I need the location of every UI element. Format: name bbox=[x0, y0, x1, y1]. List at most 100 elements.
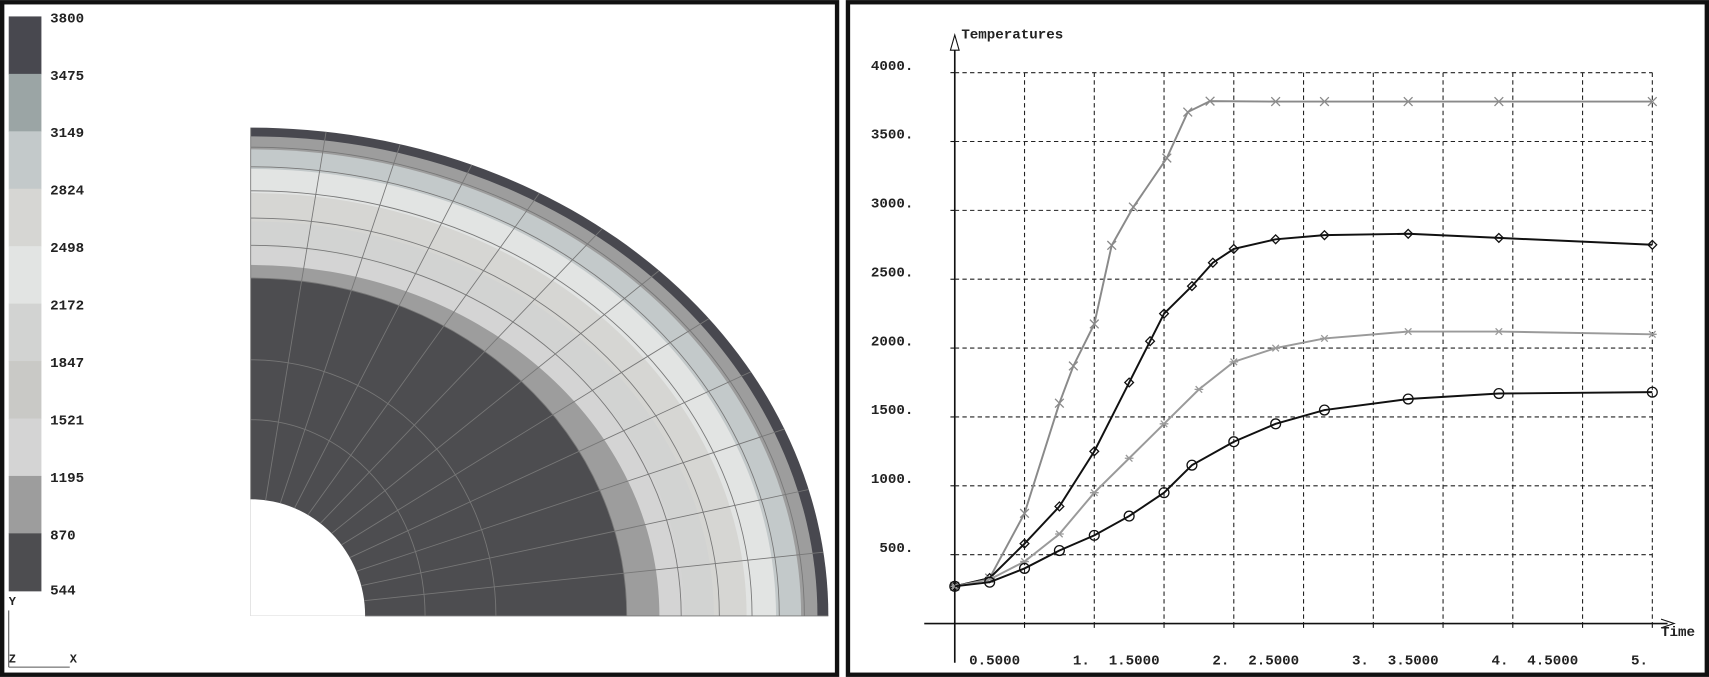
colorbar-label: 3149 bbox=[50, 126, 84, 142]
marker bbox=[1647, 330, 1657, 339]
mesh-line bbox=[307, 192, 540, 516]
marker bbox=[1053, 544, 1065, 557]
colorbar-label: 2172 bbox=[50, 299, 84, 315]
x-tick-label: 2. bbox=[1212, 653, 1229, 669]
x-axis-label: Time bbox=[1661, 625, 1695, 641]
marker bbox=[1054, 501, 1065, 512]
series-line bbox=[954, 330, 1653, 588]
colorbar-band bbox=[8, 533, 42, 592]
marker bbox=[1182, 107, 1193, 117]
marker bbox=[1228, 436, 1240, 448]
mesh-line bbox=[265, 131, 327, 501]
marker bbox=[1402, 228, 1414, 240]
y-axis-arrow bbox=[949, 32, 960, 51]
mesh-line bbox=[320, 228, 603, 524]
marker bbox=[1054, 398, 1065, 408]
y-tick-label: 500. bbox=[879, 541, 913, 557]
marker bbox=[1186, 280, 1198, 292]
marker bbox=[1159, 420, 1169, 428]
marker bbox=[1646, 386, 1658, 398]
mesh-line bbox=[364, 551, 824, 602]
marker bbox=[1403, 327, 1413, 336]
marker bbox=[1019, 538, 1030, 549]
marker bbox=[1018, 562, 1031, 574]
mesh-arc bbox=[250, 244, 682, 616]
marker bbox=[1228, 243, 1240, 255]
marker bbox=[1205, 96, 1215, 106]
mesh-line bbox=[356, 428, 785, 572]
marker bbox=[1402, 393, 1414, 405]
colorbar-label: 544 bbox=[50, 584, 76, 600]
marker bbox=[1494, 96, 1504, 107]
marker bbox=[1158, 308, 1170, 319]
hole bbox=[250, 499, 366, 616]
marker bbox=[1158, 487, 1170, 499]
marker bbox=[1493, 232, 1505, 244]
marker bbox=[1088, 529, 1100, 541]
x-tick-label: 3. bbox=[1352, 653, 1369, 669]
y-tick-label: 3000. bbox=[871, 197, 913, 213]
y-tick-label: 1500. bbox=[871, 403, 913, 419]
colorbar-band bbox=[8, 16, 42, 75]
colorbar-label: 870 bbox=[50, 528, 76, 544]
marker bbox=[1144, 335, 1156, 347]
marker bbox=[1229, 358, 1239, 366]
triad-label: Z bbox=[9, 653, 16, 667]
mesh-arc bbox=[250, 217, 720, 616]
colorbar-band bbox=[8, 303, 42, 362]
marker bbox=[1123, 510, 1135, 522]
contour-plot: 3800 3475 3149 2824 2498 2172 1847 1521 1195 870 5… bbox=[8, 11, 829, 617]
marker bbox=[1194, 385, 1204, 394]
marker bbox=[1089, 488, 1099, 497]
marker bbox=[1320, 334, 1329, 343]
marker bbox=[1319, 229, 1330, 241]
marker bbox=[949, 580, 961, 592]
mesh-arc bbox=[250, 419, 426, 616]
x-tick-label: 1. bbox=[1073, 653, 1090, 669]
colorbar-band bbox=[8, 475, 42, 534]
right-panel bbox=[845, 0, 1709, 677]
marker bbox=[1186, 459, 1198, 471]
colorbar-band bbox=[8, 246, 42, 305]
marker bbox=[1494, 327, 1504, 336]
colorbar-band bbox=[8, 418, 42, 477]
marker bbox=[1162, 153, 1172, 163]
y-tick-label: 2500. bbox=[871, 265, 913, 281]
x-tick-label: 4.5000 bbox=[1527, 653, 1578, 669]
y-axis-label: Temperatures bbox=[961, 28, 1063, 44]
x-tick-label: 3.5000 bbox=[1388, 653, 1439, 669]
colorbar-label: 2498 bbox=[50, 241, 84, 257]
colorbar-band bbox=[8, 73, 42, 132]
colorbar-label: 1847 bbox=[50, 356, 84, 372]
marker bbox=[1055, 530, 1064, 538]
colorbar-band bbox=[8, 188, 42, 247]
marker bbox=[1271, 344, 1281, 352]
colorbar-label: 2824 bbox=[50, 184, 84, 200]
y-tick-label: 3500. bbox=[871, 128, 913, 144]
mesh-arc bbox=[250, 277, 628, 616]
y-tick-label: 2000. bbox=[871, 334, 913, 350]
mesh-arc bbox=[250, 359, 497, 616]
marker bbox=[1068, 361, 1079, 371]
y-tick-label: 4000. bbox=[871, 59, 913, 75]
mesh-line bbox=[294, 164, 473, 509]
marker bbox=[1123, 377, 1135, 388]
marker bbox=[1403, 96, 1414, 107]
marker bbox=[1647, 96, 1658, 107]
x-tick-label: 0.5000 bbox=[969, 653, 1020, 669]
x-tick-label: 4. bbox=[1491, 653, 1508, 669]
marker bbox=[1319, 96, 1330, 107]
marker bbox=[1088, 446, 1100, 457]
colorbar-label: 3800 bbox=[50, 11, 84, 27]
marker bbox=[1270, 96, 1281, 107]
mesh-arc bbox=[250, 166, 780, 616]
colorbar-band bbox=[8, 131, 42, 190]
x-tick-label: 5. bbox=[1631, 653, 1648, 669]
marker bbox=[1207, 257, 1219, 268]
triad-label: X bbox=[70, 653, 78, 667]
series-line bbox=[954, 100, 1653, 588]
marker bbox=[1019, 508, 1030, 519]
mesh-line bbox=[361, 489, 809, 587]
series-line bbox=[954, 232, 1653, 588]
